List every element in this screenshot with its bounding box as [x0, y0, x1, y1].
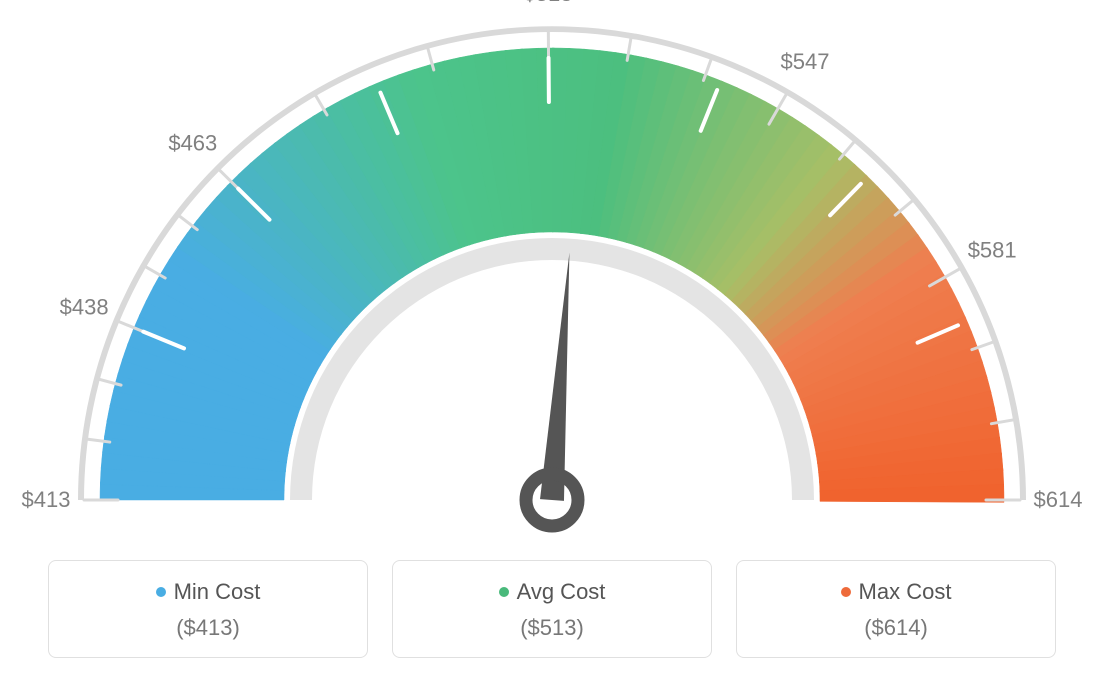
svg-text:$513: $513: [524, 0, 573, 6]
legend-dot-max: [841, 587, 851, 597]
legend-dot-min: [156, 587, 166, 597]
legend-title-avg: Avg Cost: [517, 579, 606, 605]
svg-text:$413: $413: [22, 487, 71, 512]
legend-row: Min Cost ($413) Avg Cost ($513) Max Cost…: [0, 560, 1104, 658]
gauge-chart: $413 $438 $463 $513 $547 $581 $614: [0, 0, 1104, 560]
svg-text:$463: $463: [168, 131, 217, 156]
legend-dot-avg: [499, 587, 509, 597]
legend-title-min: Min Cost: [174, 579, 261, 605]
legend-value-max: ($614): [737, 615, 1055, 641]
svg-text:$438: $438: [60, 294, 109, 319]
legend-card-min: Min Cost ($413): [48, 560, 368, 658]
legend-card-avg: Avg Cost ($513): [392, 560, 712, 658]
legend-value-avg: ($513): [393, 615, 711, 641]
legend-card-max: Max Cost ($614): [736, 560, 1056, 658]
svg-text:$547: $547: [781, 49, 830, 74]
svg-text:$614: $614: [1034, 487, 1083, 512]
legend-value-min: ($413): [49, 615, 367, 641]
svg-text:$581: $581: [968, 237, 1017, 262]
legend-title-max: Max Cost: [859, 579, 952, 605]
